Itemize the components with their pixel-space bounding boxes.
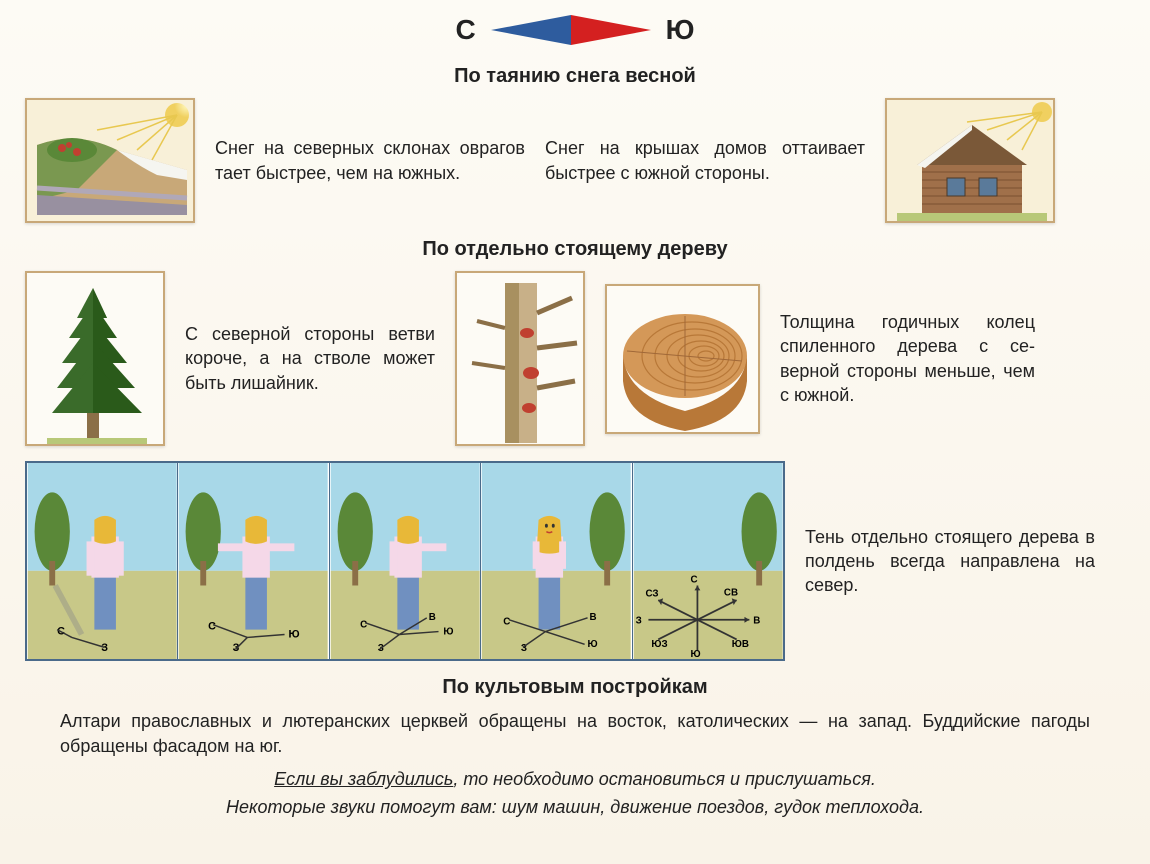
panel-2: С З Ю bbox=[178, 463, 329, 659]
south-label: Ю bbox=[666, 14, 695, 46]
section2-row: С северной стороны ветви короче, а на ст… bbox=[25, 271, 1125, 446]
ravine-illustration bbox=[25, 98, 195, 223]
stump-rings-illustration bbox=[605, 284, 760, 434]
section2-right-text: Толщина годичных колец спиленного дерева… bbox=[780, 310, 1035, 407]
north-label: С bbox=[455, 14, 475, 46]
svg-text:СВ: СВ bbox=[724, 587, 738, 598]
section1-right-text: Снег на крышах домов оттаивает быстрее с… bbox=[545, 136, 865, 185]
svg-text:Ю: Ю bbox=[588, 639, 598, 650]
advice-lead: Если вы заблудились bbox=[274, 769, 453, 789]
svg-text:С: С bbox=[209, 621, 217, 633]
svg-text:Ю: Ю bbox=[690, 649, 700, 659]
panel-5: С СВ В ЮВ Ю ЮЗ З СЗ bbox=[633, 463, 783, 659]
svg-text:СЗ: СЗ bbox=[645, 588, 658, 599]
shadow-panels: С З С З Ю bbox=[25, 461, 785, 661]
svg-text:В: В bbox=[753, 616, 760, 627]
trunk-lichen-illustration bbox=[455, 271, 585, 446]
svg-text:З: З bbox=[101, 642, 108, 654]
svg-text:С: С bbox=[690, 575, 697, 586]
svg-text:Ю: Ю bbox=[289, 628, 300, 640]
section1-title: По таянию снега весной bbox=[25, 65, 1125, 88]
section2-left-text: С северной стороны ветви короче, а на ст… bbox=[185, 322, 435, 395]
svg-text:З: З bbox=[635, 616, 641, 627]
panel-3: С З Ю В bbox=[330, 463, 481, 659]
svg-text:ЮЗ: ЮЗ bbox=[651, 639, 667, 650]
svg-text:В: В bbox=[590, 612, 597, 623]
compass-header: С Ю bbox=[25, 10, 1125, 50]
section2-title: По отдельно стоящему дереву bbox=[25, 238, 1125, 261]
section1-left-text: Снег на северных склонах овра­гов тает б… bbox=[215, 136, 525, 185]
section3-text: Тень отдельно стоящего дере­ва в полдень… bbox=[805, 525, 1095, 598]
section1-row: Снег на северных склонах овра­гов тает б… bbox=[25, 98, 1125, 223]
svg-text:С: С bbox=[504, 617, 511, 628]
svg-text:В: В bbox=[429, 612, 436, 623]
pine-tree-illustration bbox=[25, 271, 165, 446]
panel-4: С З Ю В bbox=[481, 463, 632, 659]
advice-line2: Некоторые звуки помогут вам: шум машин, … bbox=[85, 795, 1065, 820]
svg-text:ЮВ: ЮВ bbox=[731, 639, 748, 650]
house-illustration bbox=[885, 98, 1055, 223]
section4-body: Алтари православных и лютеранских церкве… bbox=[60, 709, 1090, 759]
section3-row: С З С З Ю bbox=[25, 461, 1125, 661]
section4-title: По культовым постройкам bbox=[25, 676, 1125, 699]
advice-rest: , то необходимо остановиться и прислушат… bbox=[453, 769, 876, 789]
advice-line1: Если вы заблудились, то необходимо остан… bbox=[85, 767, 1065, 792]
svg-text:С: С bbox=[360, 620, 367, 631]
compass-arrow-icon bbox=[491, 10, 651, 50]
svg-text:Ю: Ю bbox=[443, 627, 453, 638]
panel-1: С З bbox=[27, 463, 178, 659]
